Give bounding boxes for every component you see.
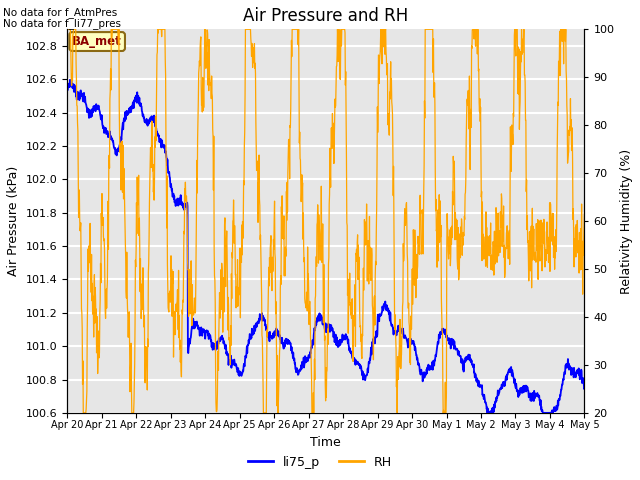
Text: No data for f_AtmPres: No data for f_AtmPres xyxy=(3,7,118,18)
Y-axis label: Relativity Humidity (%): Relativity Humidity (%) xyxy=(620,148,633,294)
Title: Air Pressure and RH: Air Pressure and RH xyxy=(243,7,408,25)
X-axis label: Time: Time xyxy=(310,436,341,449)
Text: No data for f_li77_pres: No data for f_li77_pres xyxy=(3,18,121,29)
Y-axis label: Air Pressure (kPa): Air Pressure (kPa) xyxy=(7,166,20,276)
Text: BA_met: BA_met xyxy=(72,35,122,48)
Legend: li75_p, RH: li75_p, RH xyxy=(243,451,397,474)
